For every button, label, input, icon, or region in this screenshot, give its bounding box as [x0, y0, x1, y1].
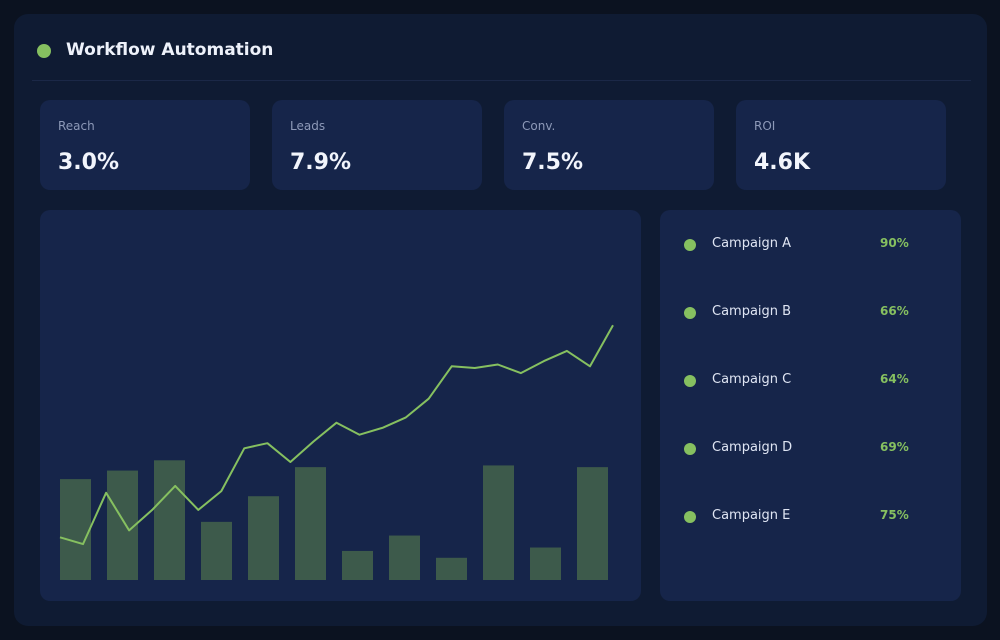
status-dot: [37, 44, 51, 58]
list-item[interactable]: Campaign B 66%: [660, 301, 961, 325]
kpi-card-reach: Reach 3.0%: [40, 100, 250, 190]
campaign-name: Campaign A: [712, 236, 792, 251]
header: Workflow Automation: [14, 14, 987, 80]
campaign-dot: [684, 239, 696, 251]
kpi-label: Reach: [58, 119, 95, 133]
chart-line-series: [59, 324, 614, 546]
chart-bar: [577, 467, 608, 580]
kpi-card-leads: Leads 7.9%: [272, 100, 482, 190]
campaign-name: Campaign D: [712, 440, 793, 455]
campaign-dot: [684, 307, 696, 319]
campaign-dot: [684, 511, 696, 523]
list-item[interactable]: Campaign C 64%: [660, 369, 961, 393]
kpi-label: Leads: [290, 119, 326, 133]
kpi-card-conv: Conv. 7.5%: [504, 100, 714, 190]
chart-bar: [530, 547, 561, 580]
chart-bar: [483, 465, 514, 580]
chart-bar: [107, 470, 138, 580]
combo-chart: [59, 324, 614, 580]
chart-bar: [154, 460, 185, 580]
kpi-label: Conv.: [522, 119, 556, 133]
kpi-label: ROI: [754, 119, 776, 133]
campaign-percentage: 66%: [880, 304, 909, 318]
chart-bar: [436, 557, 467, 580]
kpi-value: 7.5%: [522, 150, 584, 175]
kpi-value: 4.6K: [754, 150, 811, 175]
campaign-name: Campaign E: [712, 508, 791, 523]
campaign-dot: [684, 443, 696, 455]
campaign-list-panel: Campaign A 90% Campaign B 66% Campaign C…: [660, 210, 961, 601]
chart-bar: [60, 479, 91, 580]
page-title: Workflow Automation: [66, 40, 274, 60]
header-divider: [32, 80, 971, 81]
campaign-percentage: 90%: [880, 236, 909, 250]
chart-bar: [248, 496, 279, 580]
chart-bar: [295, 467, 326, 580]
list-item[interactable]: Campaign D 69%: [660, 437, 961, 461]
kpi-card-roi: ROI 4.6K: [736, 100, 946, 190]
campaign-percentage: 64%: [880, 372, 909, 386]
campaign-dot: [684, 375, 696, 387]
line-layer: [59, 324, 614, 546]
bars-layer: [60, 460, 608, 580]
campaign-percentage: 69%: [880, 440, 909, 454]
chart-bar: [342, 550, 373, 580]
chart-bar: [389, 535, 420, 580]
kpi-value: 3.0%: [58, 150, 120, 175]
campaign-name: Campaign B: [712, 304, 792, 319]
list-item[interactable]: Campaign E 75%: [660, 505, 961, 529]
list-item[interactable]: Campaign A 90%: [660, 233, 961, 257]
chart-panel: [40, 210, 641, 601]
chart-bar: [201, 521, 232, 580]
kpi-value: 7.9%: [290, 150, 352, 175]
campaign-name: Campaign C: [712, 372, 792, 387]
dashboard-window: Workflow Automation Reach 3.0% Leads 7.9…: [14, 14, 987, 626]
campaign-percentage: 75%: [880, 508, 909, 522]
